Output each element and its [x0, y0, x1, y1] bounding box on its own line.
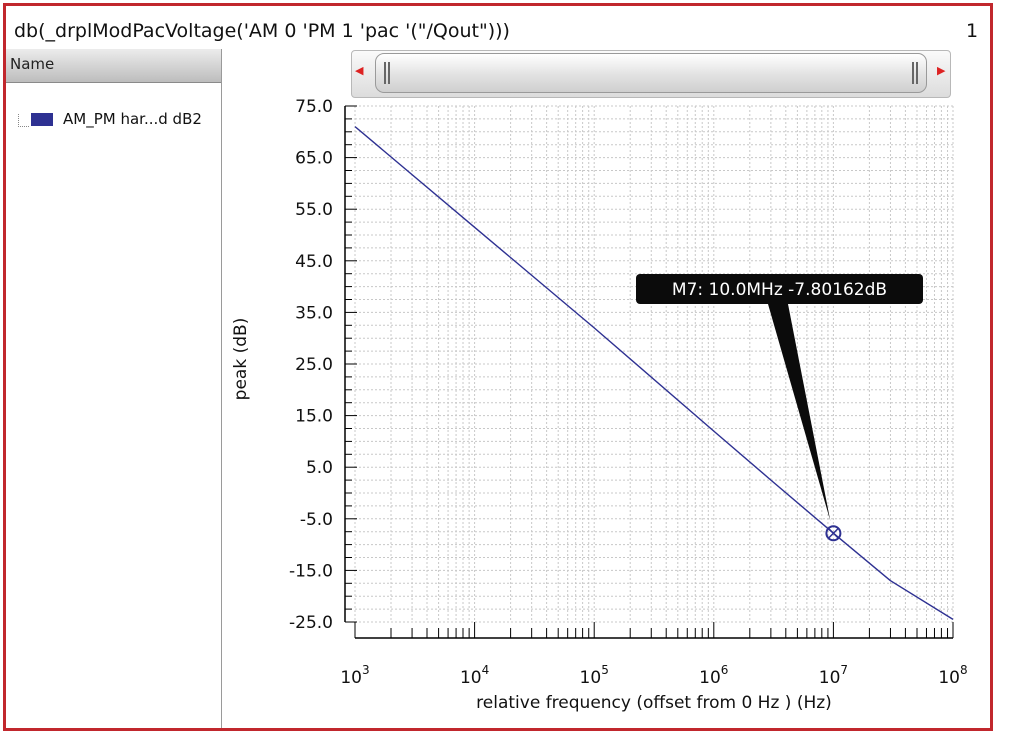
- marker-callout-pointer: [768, 304, 831, 522]
- x-tick-label: 106: [699, 663, 728, 688]
- thumb-right-grip-icon[interactable]: [912, 62, 918, 84]
- x-zoom-scrollbar[interactable]: ◀ ▶: [351, 50, 951, 98]
- graph-window: db(_drplModPacVoltage('AM 0 'PM 1 'pac '…: [3, 3, 993, 731]
- y-tick-label: -25.0: [289, 613, 333, 633]
- legend-color-swatch[interactable]: [31, 113, 53, 126]
- scrollbar-thumb[interactable]: [375, 53, 927, 93]
- marker-cross: [827, 527, 839, 539]
- scroll-left-arrow-icon[interactable]: ◀: [355, 64, 364, 77]
- scroll-right-arrow-icon[interactable]: ▶: [937, 64, 946, 77]
- x-tick-label: 107: [819, 663, 848, 688]
- x-axis-title: relative frequency (offset from 0 Hz ) (…: [476, 693, 832, 713]
- y-tick-label: 45.0: [295, 252, 333, 272]
- y-tick-label: 55.0: [295, 200, 333, 220]
- page-number: 1: [966, 20, 979, 42]
- marker-layer: M7: 10.0MHz -7.80162dB: [636, 274, 923, 542]
- marker-tag-label: M7: 10.0MHz -7.80162dB: [672, 280, 887, 300]
- x-tick-label: 105: [580, 663, 609, 688]
- marker-point-icon: [825, 525, 842, 542]
- y-tick-label: 25.0: [295, 355, 333, 375]
- y-tick-label: 75.0: [295, 97, 333, 117]
- y-axis-title: peak (dB): [231, 318, 251, 401]
- thumb-left-grip-icon[interactable]: [384, 62, 390, 84]
- legend-header-label: Name: [10, 55, 55, 73]
- legend-panel: Name AM_PM har...d dB2: [6, 49, 222, 728]
- x-tick-label: 108: [938, 663, 967, 688]
- axes: [344, 105, 954, 639]
- series-layer: [354, 126, 954, 620]
- y-tick-label: -15.0: [289, 561, 333, 581]
- series-line: [354, 126, 954, 620]
- x-tick-label: 103: [340, 663, 369, 688]
- x-tick-label: 104: [460, 663, 489, 688]
- y-tick-label: 15.0: [295, 407, 333, 427]
- marker-tag-box: [636, 274, 923, 304]
- y-tick-label: -5.0: [300, 510, 333, 530]
- plot-area[interactable]: M7: 10.0MHz -7.80162dB 75.0 65.0 55.0 45.0 3…: [6, 6, 990, 728]
- y-tick-label: 35.0: [295, 303, 333, 323]
- graph-title: db(_drplModPacVoltage('AM 0 'PM 1 'pac '…: [14, 20, 510, 42]
- tree-connector: [18, 114, 29, 127]
- legend-item-label[interactable]: AM_PM har...d dB2: [63, 110, 202, 128]
- y-tick-label: 65.0: [295, 149, 333, 169]
- grid: [354, 105, 954, 623]
- y-tick-label: 5.0: [306, 458, 333, 478]
- legend-column-header[interactable]: Name: [6, 49, 221, 83]
- axis-labels: 75.0 65.0 55.0 45.0 35.0 25.0 15.0 5.0 -5.0 -15.0…: [231, 97, 968, 713]
